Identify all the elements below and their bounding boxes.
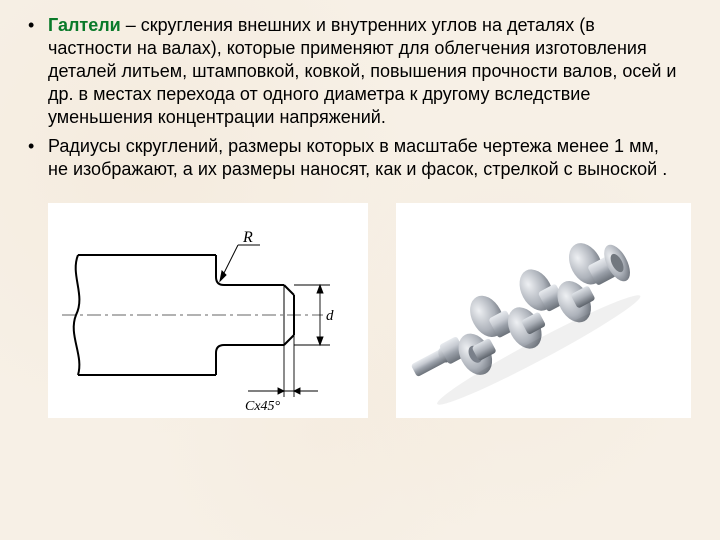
bullet-text-2: Радиусы скруглений, размеры которых в ма… <box>48 136 667 179</box>
term-galteli: Галтели <box>48 15 121 35</box>
crankshaft-svg <box>396 203 691 418</box>
bullet-list: Галтели – скругления внешних и внутренни… <box>20 14 682 181</box>
bullet-item: Радиусы скруглений, размеры которых в ма… <box>20 135 682 181</box>
figures-row: R d Cx45° <box>20 203 682 418</box>
label-R: R <box>242 229 253 246</box>
drawing-svg: R d Cx45° <box>48 203 368 418</box>
label-d: d <box>326 308 334 324</box>
figure-photo <box>396 203 691 418</box>
bullet-text-1: – скругления внешних и внутренних углов … <box>48 15 676 127</box>
label-chamfer: Cx45° <box>245 399 281 414</box>
figure-drawing: R d Cx45° <box>48 203 368 418</box>
bullet-item: Галтели – скругления внешних и внутренни… <box>20 14 682 129</box>
